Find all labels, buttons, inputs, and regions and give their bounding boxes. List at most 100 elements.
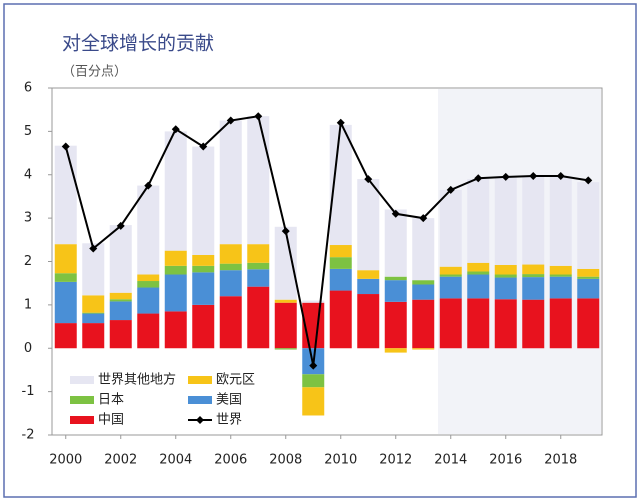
bar [549,265,572,275]
bar [357,179,380,271]
bar [192,265,215,273]
bar [439,276,462,299]
legend-label: 中国 [98,413,124,428]
bar [109,320,132,349]
bar [274,348,297,350]
bar [109,299,132,302]
marker [391,209,400,218]
bar [467,298,490,349]
x-tick-label: 2000 [49,453,82,468]
marker [474,174,483,183]
bar [274,302,297,349]
bar [302,300,325,303]
bar [439,266,462,275]
bar [522,299,545,349]
bar [164,250,187,266]
line [64,115,589,366]
bar [109,225,132,293]
x-tick-label: 2012 [379,453,412,468]
bar [412,284,435,300]
marker [61,142,70,151]
bar [54,145,77,245]
bar [522,175,545,265]
bar [412,280,435,285]
chart-subtitle: （百分点） [62,65,127,80]
bar [522,264,545,275]
legend-label: 欧元区 [216,373,255,388]
bar [164,265,187,275]
bar [247,244,270,263]
y-tick-label: 4 [24,167,32,182]
legend-swatch [188,376,212,384]
bar [384,301,407,349]
y-tick-label: -1 [22,384,35,399]
bar [274,226,297,300]
marker [556,172,565,181]
legend-label: 美国 [216,393,242,408]
bar [109,301,132,321]
bar [329,290,352,349]
bar [164,311,187,349]
bar [384,280,407,302]
bar [522,277,545,300]
bar [137,274,160,282]
x-tick-label: 2018 [544,453,577,468]
bar [439,298,462,349]
y-tick-label: 5 [24,124,32,139]
bar [247,262,270,270]
x-tick-label: 2010 [324,453,357,468]
bar [82,312,105,314]
legend-label: 日本 [98,393,124,408]
marker [144,181,153,190]
marker [309,361,318,370]
bar [577,182,600,269]
y-tick-label: 6 [24,81,32,96]
bar [219,244,242,264]
bar [247,116,270,245]
bar [274,299,297,303]
bar [384,209,407,277]
bar [357,270,380,279]
bar [192,254,215,266]
bar [549,274,572,277]
bar [164,131,187,251]
x-tick-label: 2006 [214,453,247,468]
y-tick-label: 2 [24,254,32,269]
bar [494,176,517,265]
marker [226,116,235,125]
bar [329,268,352,291]
bar [164,274,187,312]
bar [247,269,270,287]
bar [54,323,77,349]
y-tick-label: 3 [24,211,32,226]
bar [522,274,545,278]
marker [89,244,98,253]
bar [192,304,215,349]
y-tick-label: 0 [24,341,32,356]
bar [494,277,517,300]
bar [549,276,572,299]
bar [302,374,325,388]
bar [412,299,435,349]
bar [467,271,490,275]
bar [247,286,270,349]
marker [446,185,455,194]
legend-label: 世界其他地方 [98,372,176,388]
bar [82,243,105,296]
bar [329,257,352,269]
bar [357,294,380,349]
marker [171,125,180,134]
bar [329,245,352,258]
legend-label: 世界 [216,413,242,428]
forecast-shade [438,89,601,434]
bar [219,270,242,297]
marker [529,172,538,181]
bar [192,146,215,255]
bar [54,244,77,274]
bar [412,348,435,350]
marker [199,142,208,151]
bar [577,278,600,299]
chart-title: 对全球增长的贡献 [62,33,214,55]
